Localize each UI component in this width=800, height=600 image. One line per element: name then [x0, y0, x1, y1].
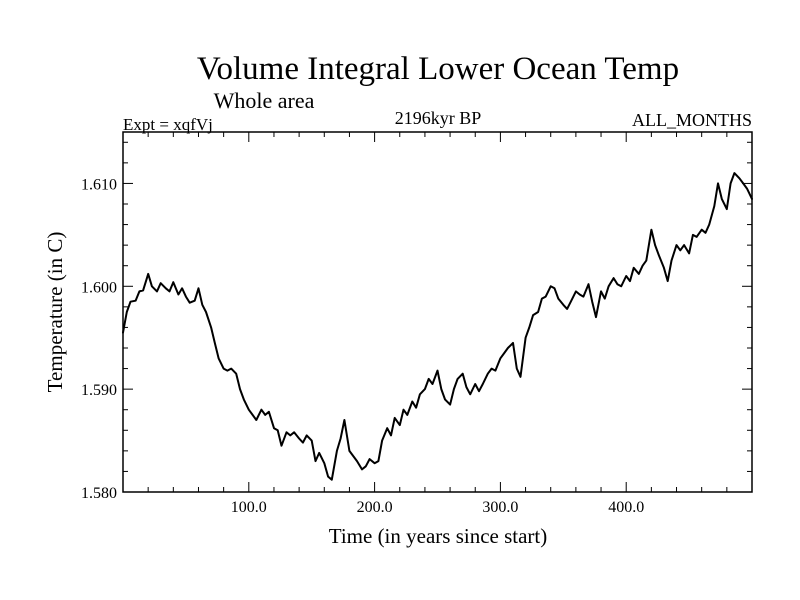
- x-tick-label: 200.0: [357, 499, 393, 516]
- x-axis-label: Time (in years since start): [329, 524, 548, 548]
- x-tick-label: 100.0: [231, 499, 267, 516]
- y-tick-labels: 1.580 1.590 1.600 1.610: [81, 176, 117, 502]
- period-annotation: 2196kyr BP: [395, 108, 482, 128]
- x-tick-label: 400.0: [608, 499, 644, 516]
- x-tick-label: 300.0: [482, 499, 518, 516]
- experiment-annotation: Expt = xqfVj: [123, 115, 213, 134]
- x-tick-labels: 100.0 200.0 300.0 400.0: [231, 499, 644, 516]
- plot-frame: [122, 131, 753, 493]
- temperature-series-line: [122, 172, 753, 481]
- months-annotation: ALL_MONTHS: [632, 110, 752, 130]
- chart-title: Volume Integral Lower Ocean Temp: [197, 51, 679, 87]
- chart-subtitle: Whole area: [214, 88, 315, 113]
- y-tick-label: 1.600: [81, 279, 117, 296]
- y-tick-label: 1.590: [81, 382, 117, 399]
- axis-ticks: [123, 132, 752, 493]
- y-axis-label: Temperature (in C): [43, 232, 67, 393]
- y-tick-label: 1.580: [81, 485, 117, 502]
- y-tick-label: 1.610: [81, 176, 117, 193]
